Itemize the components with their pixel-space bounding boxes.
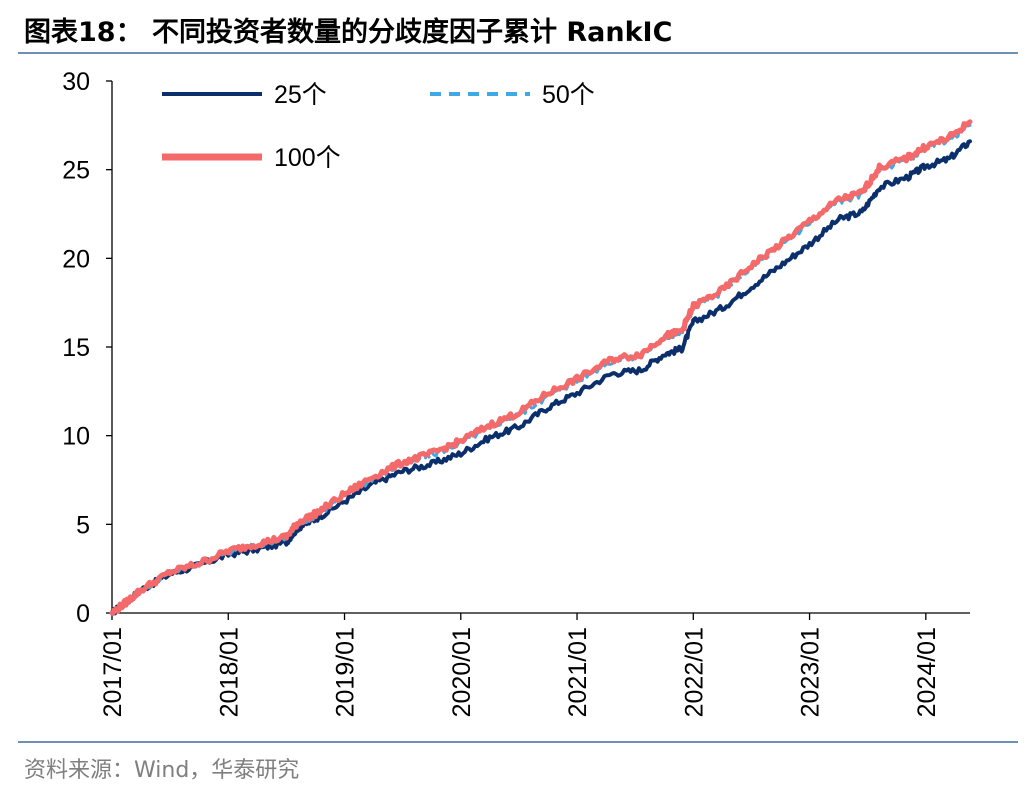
x-tick-label: 2021/01 xyxy=(564,627,592,717)
x-tick-label: 2018/01 xyxy=(215,627,243,717)
figure-title: 图表18： 不同投资者数量的分歧度因子累计 RankIC xyxy=(24,17,673,48)
x-tick-label: 2022/01 xyxy=(680,627,708,717)
x-tick-label: 2017/01 xyxy=(99,627,127,717)
title-underline xyxy=(18,52,1018,54)
x-tick-label: 2024/01 xyxy=(913,627,941,717)
y-tick-label: 5 xyxy=(76,511,90,539)
x-tick-label: 2023/01 xyxy=(797,627,825,717)
x-tick-label: 2020/01 xyxy=(448,627,476,717)
series-line-1 xyxy=(110,139,972,616)
y-tick-label: 20 xyxy=(62,245,90,273)
y-tick-label: 25 xyxy=(62,157,90,185)
source-note: 资料来源：Wind，华泰研究 xyxy=(24,758,300,783)
source-divider xyxy=(18,741,1018,743)
legend-label-2: 50个 xyxy=(542,81,595,109)
y-tick-label: 10 xyxy=(62,423,90,451)
y-tick-label: 30 xyxy=(62,68,90,96)
y-tick-label: 15 xyxy=(62,334,90,362)
y-tick-label: 0 xyxy=(76,600,90,628)
series-line-3 xyxy=(109,119,973,616)
legend-label-3: 100个 xyxy=(274,144,341,172)
legend-label-1: 25个 xyxy=(274,81,327,109)
x-tick-label: 2019/01 xyxy=(332,627,360,717)
